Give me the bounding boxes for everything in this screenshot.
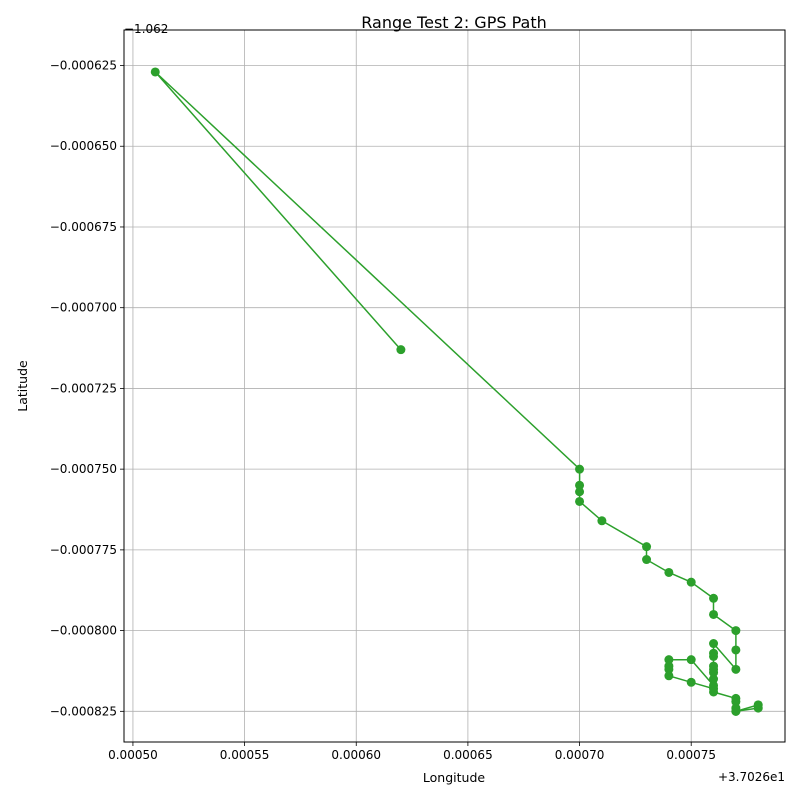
data-point: [575, 464, 585, 474]
data-point: [686, 677, 696, 687]
chart-title: Range Test 2: GPS Path: [361, 13, 546, 32]
data-point: [731, 645, 741, 655]
grid: [124, 30, 785, 742]
data-point: [575, 480, 585, 490]
y-axis-label: Latitude: [15, 360, 30, 412]
y-tick-label: −0.000750: [50, 462, 117, 476]
y-axis: −0.000625 −0.000650 −0.000675 −0.000700 −0.0…: [50, 59, 124, 718]
data-point: [709, 668, 719, 678]
data-point: [686, 577, 696, 587]
x-tick-label: 0.00055: [220, 748, 270, 762]
data-point: [753, 703, 763, 713]
data-point: [709, 593, 719, 603]
x-tick-label: 0.00065: [443, 748, 493, 762]
data-point: [396, 345, 406, 355]
data-point: [709, 639, 719, 649]
y-tick-label: −0.000625: [50, 59, 117, 73]
x-axis-offset-label: +3.7026e1: [718, 770, 785, 784]
plot-frame: [123, 29, 786, 743]
series-gps-path: [150, 67, 763, 716]
y-tick-label: −0.000675: [50, 220, 117, 234]
x-axis: 0.00050 0.00055 0.00060 0.00065 0.00070 0.000…: [108, 742, 716, 762]
data-point: [731, 706, 741, 716]
y-tick-label: −0.000725: [50, 381, 117, 395]
data-point: [731, 664, 741, 674]
data-point: [664, 664, 674, 674]
data-point: [575, 496, 585, 506]
x-tick-label: 0.00060: [331, 748, 381, 762]
x-tick-label: 0.00070: [555, 748, 605, 762]
data-point: [575, 487, 585, 497]
data-point: [709, 674, 719, 684]
x-axis-label: Longitude: [423, 770, 485, 785]
data-point: [642, 542, 652, 552]
data-point: [731, 697, 741, 707]
data-point: [664, 671, 674, 681]
data-point: [597, 516, 607, 526]
y-tick-label: −0.000700: [50, 301, 117, 315]
y-axis-offset-label: −1.062: [124, 22, 168, 36]
data-point: [664, 567, 674, 577]
data-point: [686, 655, 696, 665]
y-tick-label: −0.000775: [50, 543, 117, 557]
y-tick-label: −0.000800: [50, 624, 117, 638]
data-point: [150, 67, 160, 77]
data-point: [709, 687, 719, 697]
data-point: [709, 609, 719, 619]
y-tick-label: −0.000825: [50, 704, 117, 718]
data-point: [709, 651, 719, 661]
y-tick-label: −0.000650: [50, 139, 117, 153]
data-point: [731, 626, 741, 636]
data-point: [664, 655, 674, 665]
x-tick-label: 0.00075: [666, 748, 716, 762]
x-tick-label: 0.00050: [108, 748, 158, 762]
data-point: [642, 555, 652, 565]
